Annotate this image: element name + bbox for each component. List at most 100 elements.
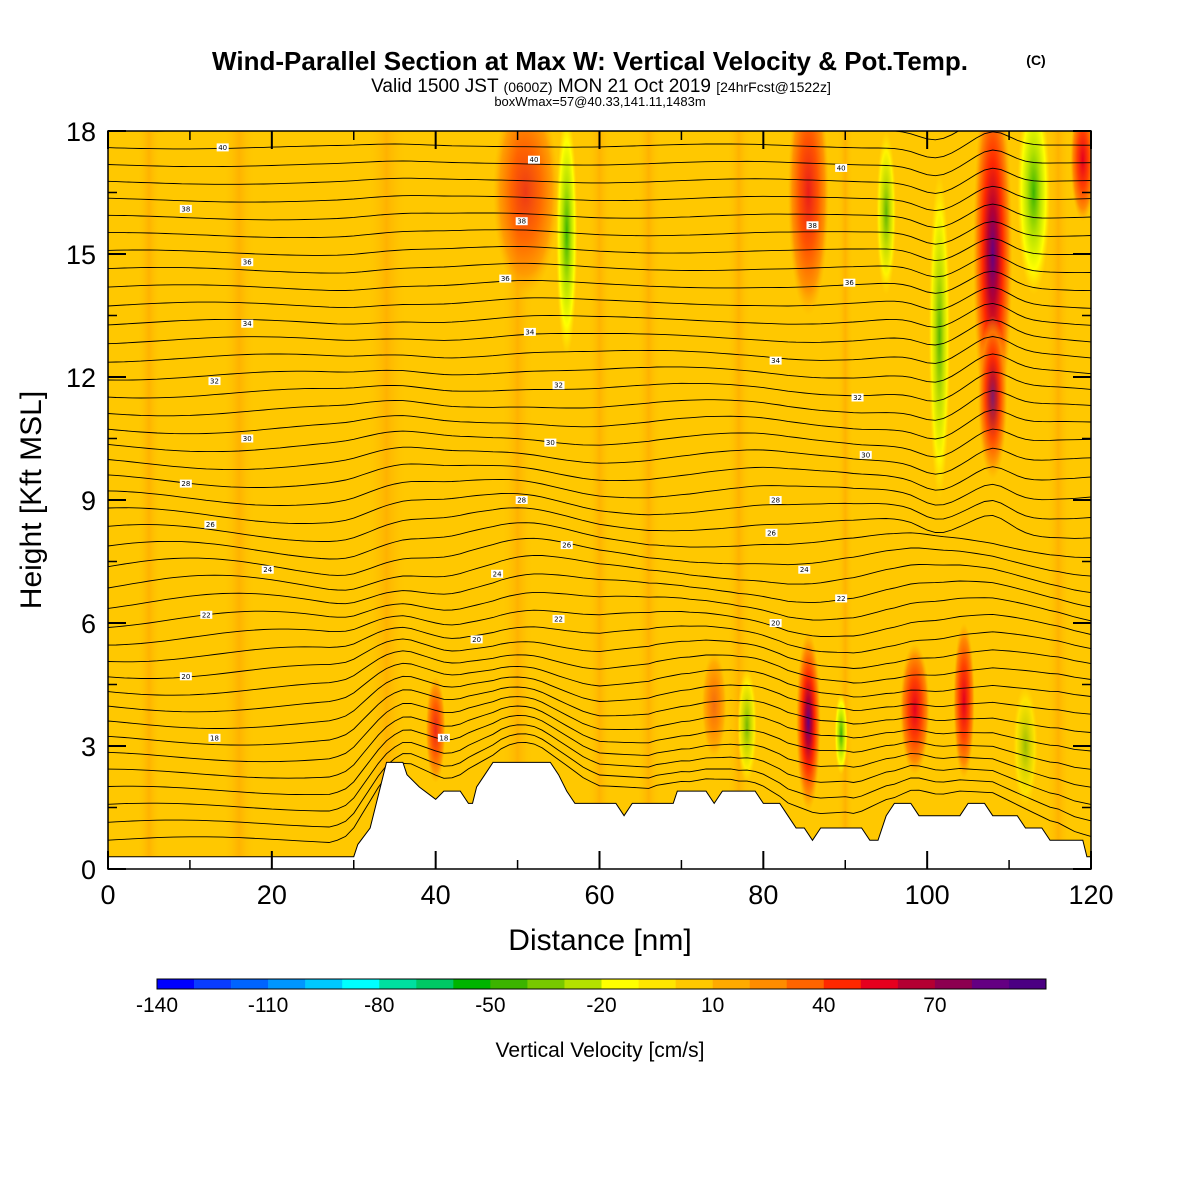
- theta-contour: [108, 478, 1091, 506]
- theta-contour: [108, 428, 1091, 458]
- theta-label: 34: [243, 320, 252, 328]
- theta-contour: [108, 638, 1091, 679]
- theta-label-bg: [552, 614, 565, 623]
- colorbar-ticks: -140 -110 -80 -50 -20 10 40 70: [136, 994, 947, 1017]
- theta-contour: [108, 319, 1091, 346]
- theta-label-bg: [179, 479, 192, 488]
- theta-label-bg: [765, 528, 778, 537]
- field-core: [737, 668, 757, 783]
- theta-label: 30: [546, 439, 555, 447]
- theta-label-bg: [843, 278, 856, 287]
- theta-contour: [108, 591, 1091, 628]
- x-axis-label: Distance [nm]: [508, 924, 691, 957]
- theta-label: 32: [853, 394, 862, 402]
- theta-label-bg: [499, 274, 512, 283]
- theta-label: 24: [493, 570, 502, 578]
- valid-date: MON 21 Oct 2019: [558, 76, 711, 97]
- theta-label: 26: [767, 529, 776, 537]
- theta-contour: [108, 221, 1091, 245]
- x-axis-ticks: 0 20 40 60 80 100 120: [100, 131, 1114, 910]
- box-info: boxWmax=57@40.33,141.11,1483m: [494, 94, 705, 109]
- theta-label: 30: [861, 451, 870, 459]
- colorbar-tick-label: -80: [364, 994, 394, 1017]
- colorbar-swatch: [823, 979, 862, 989]
- theta-label-bg: [179, 672, 192, 681]
- theta-contour: [108, 733, 1091, 828]
- colorbar-tick-label: 10: [701, 994, 724, 1017]
- field-band: [136, 131, 162, 869]
- theta-contour: [108, 724, 1091, 812]
- theta-contour: [108, 705, 1091, 779]
- field-core: [556, 131, 578, 357]
- theta-label: 34: [525, 328, 534, 336]
- theta-label: 36: [501, 275, 510, 283]
- theta-contour: [108, 390, 1091, 421]
- theta-label-bg: [552, 381, 565, 390]
- y-tick-label: 3: [81, 732, 96, 762]
- colorbar-swatch: [416, 979, 454, 989]
- theta-label: 18: [439, 734, 448, 742]
- theta-label-bg: [515, 496, 528, 504]
- theta-label: 36: [243, 259, 252, 267]
- theta-contour: [108, 696, 1091, 763]
- theta-label-bg: [835, 594, 848, 603]
- colorbar-tick-label: -140: [136, 994, 178, 1017]
- theta-contour: [108, 686, 1091, 746]
- y-tick-label: 0: [81, 855, 96, 885]
- colorbar-swatch: [490, 979, 528, 989]
- theta-contour: [108, 302, 1091, 328]
- colorbar-swatch: [675, 979, 713, 989]
- theta-label-bg: [200, 610, 213, 619]
- theta-label-bg: [527, 155, 540, 164]
- theta-label: 20: [472, 636, 481, 644]
- theta-label: 18: [210, 734, 219, 742]
- theta-label: 40: [837, 164, 846, 172]
- theta-label-bg: [241, 258, 254, 267]
- theta-contour: [108, 336, 1091, 364]
- theta-contour: [108, 609, 1091, 646]
- theta-label: 26: [562, 542, 571, 550]
- field-core: [1017, 131, 1051, 295]
- theta-label-bg: [560, 541, 573, 550]
- theta-label: 20: [181, 673, 190, 681]
- colorbar-swatch: [897, 979, 936, 989]
- theta-label-bg: [851, 393, 864, 402]
- x-tick-label: 120: [1068, 880, 1113, 910]
- terrain-mask: [108, 761, 1091, 869]
- theta-label-bg: [261, 565, 274, 574]
- x-tick-label: 40: [421, 880, 451, 910]
- theta-label-bg: [208, 377, 221, 386]
- colorbar-swatch: [379, 979, 417, 989]
- theta-contour: [108, 522, 1091, 560]
- colorbar-swatch: [601, 979, 639, 989]
- y-tick-label: 9: [81, 486, 96, 516]
- colorbar-swatch: [268, 979, 306, 989]
- theta-label-bg: [241, 319, 254, 328]
- theta-label: 30: [243, 435, 252, 443]
- theta-contour: [108, 270, 1091, 294]
- theta-contour: [108, 625, 1091, 663]
- theta-label: 38: [808, 222, 817, 230]
- theta-contour: [108, 463, 1091, 491]
- colorbar-swatch: [194, 979, 232, 989]
- theta-label: 36: [845, 279, 854, 287]
- theta-label-bg: [544, 438, 557, 447]
- field-core: [953, 623, 975, 779]
- field-core: [876, 131, 897, 295]
- colorbar-label: Vertical Velocity [cm/s]: [496, 1039, 705, 1062]
- theta-label-bg: [769, 496, 782, 504]
- colorbar-swatch: [305, 979, 343, 989]
- y-tick-label: 6: [81, 609, 96, 639]
- colorbar-tick-label: -50: [475, 994, 505, 1017]
- theta-label: 40: [218, 144, 227, 152]
- colorbar-tick-label: 70: [923, 994, 946, 1017]
- theta-label-bg: [769, 619, 782, 627]
- field-core: [701, 651, 727, 759]
- theta-contour: [108, 167, 1091, 194]
- field-core: [425, 676, 446, 783]
- colorbar-tick-label: 40: [812, 994, 835, 1017]
- copyright-mark: (C): [1026, 52, 1045, 68]
- x-tick-label: 80: [748, 880, 778, 910]
- theta-contour: [108, 573, 1091, 609]
